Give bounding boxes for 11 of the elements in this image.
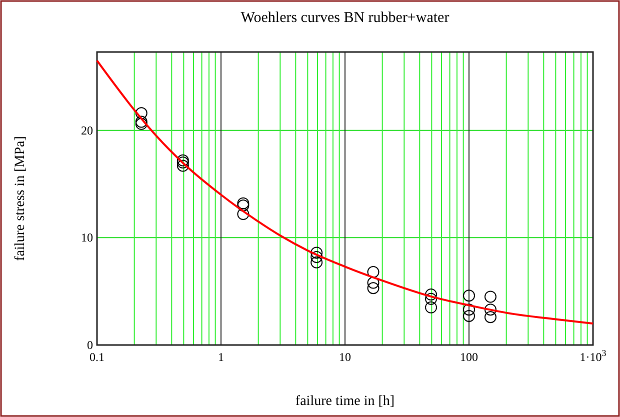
x-tick-label: 100 bbox=[460, 350, 478, 364]
x-tick-label: 10 bbox=[339, 350, 351, 364]
x-tick-label: 1·10$^{3}$ bbox=[580, 348, 607, 364]
y-tick-label: 10 bbox=[81, 230, 93, 245]
y-axis-title: failure stress in [MPa] bbox=[13, 136, 28, 261]
y-tick-label: 0 bbox=[87, 338, 93, 352]
x-tick-label: 0.1 bbox=[90, 350, 104, 364]
y-tick-label: 20 bbox=[81, 123, 93, 138]
x-tick-label: 1 bbox=[218, 350, 224, 364]
x-axis-title: failure time in [h] bbox=[295, 394, 395, 409]
chart-title: Woehlers curves BN rubber+water bbox=[240, 10, 450, 26]
